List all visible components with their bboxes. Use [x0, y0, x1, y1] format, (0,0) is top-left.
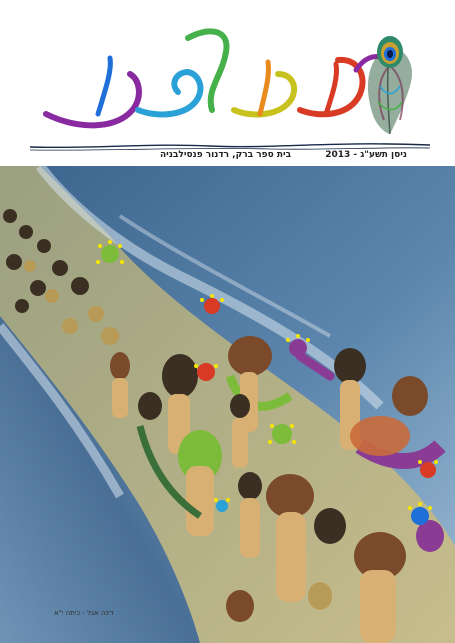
torch-lights — [96, 240, 438, 525]
masthead-divider — [30, 143, 430, 151]
left-water-wall — [0, 316, 200, 643]
artist-credit: דינה אגל - כיתה י"א — [54, 609, 114, 617]
peacock-feather-icon — [367, 36, 412, 135]
cover-illustration — [0, 166, 455, 643]
school-name: בית ספר ברק, רדנור פנסילבניה — [160, 150, 292, 160]
parting-sea-painting — [0, 166, 455, 643]
crowd-figures — [110, 336, 446, 643]
masthead: ניסן תשע"ג - 2013 בית ספר ברק, רדנור פנס… — [0, 0, 455, 165]
magazine-logo — [43, 28, 387, 129]
issue-date: ניסן תשע"ג - 2013 — [325, 150, 407, 160]
